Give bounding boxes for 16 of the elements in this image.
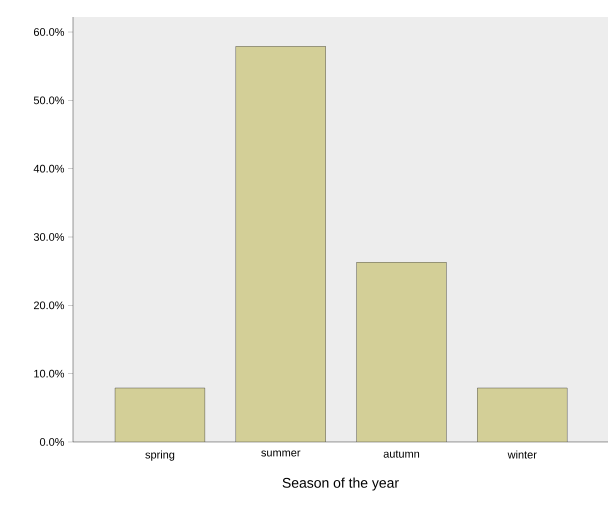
bar — [477, 388, 568, 442]
y-tick-label: 20.0% — [34, 301, 64, 310]
x-axis-title: Season of the year — [282, 478, 399, 491]
x-tick-label: autumn — [384, 450, 420, 458]
bar — [114, 388, 206, 442]
bar — [356, 262, 447, 442]
x-tick-label: winter — [508, 450, 537, 459]
x-tick-label: summer — [261, 450, 300, 457]
y-tick-label: 0.0% — [40, 438, 64, 446]
y-tick-label: 10.0% — [34, 370, 64, 378]
y-tick-label: 60.0% — [34, 28, 64, 36]
y-tick-label: 40.0% — [34, 164, 64, 173]
bar — [236, 46, 326, 442]
x-tick-label: spring — [145, 450, 174, 461]
y-tick-label: 30.0% — [34, 233, 64, 241]
y-tick-label: 50.0% — [34, 96, 64, 104]
